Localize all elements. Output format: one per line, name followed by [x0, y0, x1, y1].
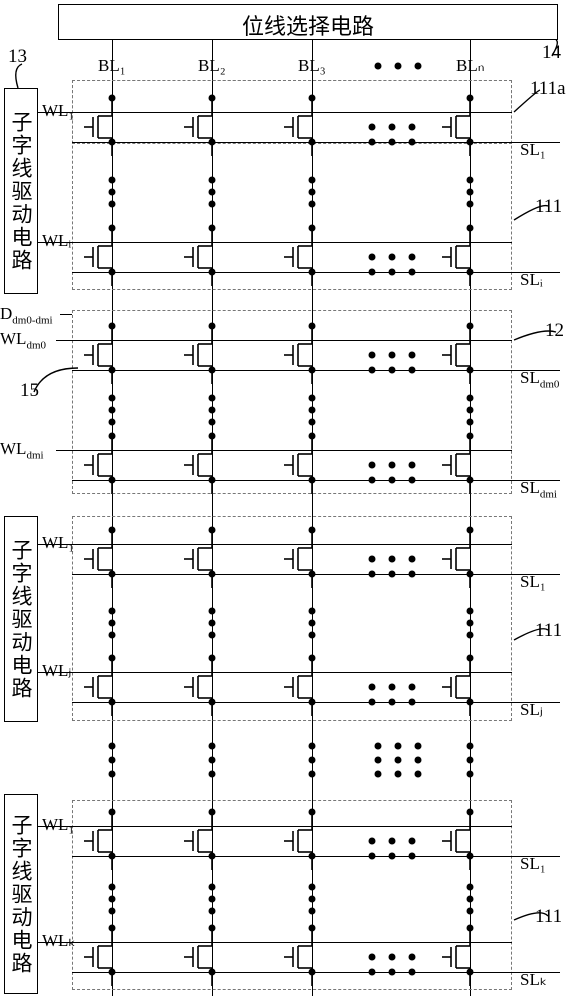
- transistor-cell: [290, 228, 330, 286]
- bitline-label-4: BLₙ: [456, 56, 485, 76]
- sub-wordline-driver-1: 子字线驱动电路: [4, 88, 38, 294]
- leader-line: [542, 30, 566, 66]
- transistor-cell: [290, 326, 330, 384]
- wordline-label: WL₁: [42, 533, 74, 553]
- transistor-cell: [290, 812, 330, 870]
- transistor-cell: [190, 530, 230, 588]
- sourceline-label: SLdmi: [520, 478, 557, 500]
- transistor-cell: [90, 928, 130, 986]
- transistor-cell: [448, 530, 488, 588]
- transistor-cell: [448, 658, 488, 716]
- wordline-label: WL₁: [42, 101, 74, 121]
- transistor-cell: [448, 436, 488, 494]
- bit-line-select-circuit: 位线选择电路: [58, 4, 558, 40]
- transistor-cell: [90, 326, 130, 384]
- leader-line: [8, 54, 32, 98]
- transistor-cell: [190, 812, 230, 870]
- transistor-cell: [448, 812, 488, 870]
- sourceline-label: SLᵢ: [520, 270, 543, 290]
- leader-line: [504, 196, 558, 230]
- wordline-label: WLⱼ: [42, 661, 71, 681]
- wordline-label: WLdm0: [0, 329, 46, 351]
- transistor-cell: [448, 98, 488, 156]
- transistor-cell: [448, 228, 488, 286]
- sourceline-label: SLₖ: [520, 970, 547, 990]
- wordline-label: WLₖ: [42, 931, 76, 951]
- transistor-cell: [90, 228, 130, 286]
- transistor-cell: [290, 98, 330, 156]
- wordline-label: WL₁: [42, 815, 74, 835]
- leader-line: [504, 620, 558, 650]
- transistor-cell: [190, 658, 230, 716]
- transistor-cell: [290, 928, 330, 986]
- circuit-diagram: 位线选择电路子字线驱动电路子字线驱动电路子字线驱动电路BL₁BL₂BL₃BLₙW…: [0, 0, 577, 1000]
- transistor-cell: [290, 658, 330, 716]
- transistor-cell: [190, 98, 230, 156]
- sourceline-label: SLdm0: [520, 368, 559, 390]
- sourceline-label: SL₁: [520, 572, 546, 592]
- transistor-cell: [190, 436, 230, 494]
- transistor-cell: [90, 436, 130, 494]
- sub-wordline-driver-3: 子字线驱动电路: [4, 794, 38, 994]
- transistor-cell: [190, 228, 230, 286]
- leader-line: [504, 322, 566, 350]
- d-range-label: Ddm0-dmi: [0, 304, 53, 326]
- leader-line: [504, 80, 550, 122]
- bit-line-select-label: 位线选择电路: [242, 14, 374, 39]
- sourceline-label: SL₁: [520, 140, 546, 160]
- transistor-cell: [90, 98, 130, 156]
- transistor-cell: [448, 326, 488, 384]
- sub-wordline-driver-2: 子字线驱动电路: [4, 516, 38, 722]
- wordline-label: WLᵢ: [42, 231, 71, 251]
- leader-line: [24, 358, 88, 402]
- transistor-cell: [290, 436, 330, 494]
- wordline-label: WLdmi: [0, 439, 44, 461]
- transistor-cell: [448, 928, 488, 986]
- sourceline-label: SLⱼ: [520, 700, 543, 720]
- transistor-cell: [90, 530, 130, 588]
- bitline-label-1: BL₁: [98, 56, 126, 76]
- sourceline-label: SL₁: [520, 854, 546, 874]
- transistor-cell: [90, 812, 130, 870]
- bitline-label-2: BL₂: [198, 56, 226, 76]
- transistor-cell: [190, 928, 230, 986]
- transistor-cell: [90, 658, 130, 716]
- leader-line: [504, 906, 558, 930]
- transistor-cell: [290, 530, 330, 588]
- bitline-label-3: BL₃: [298, 56, 326, 76]
- transistor-cell: [190, 326, 230, 384]
